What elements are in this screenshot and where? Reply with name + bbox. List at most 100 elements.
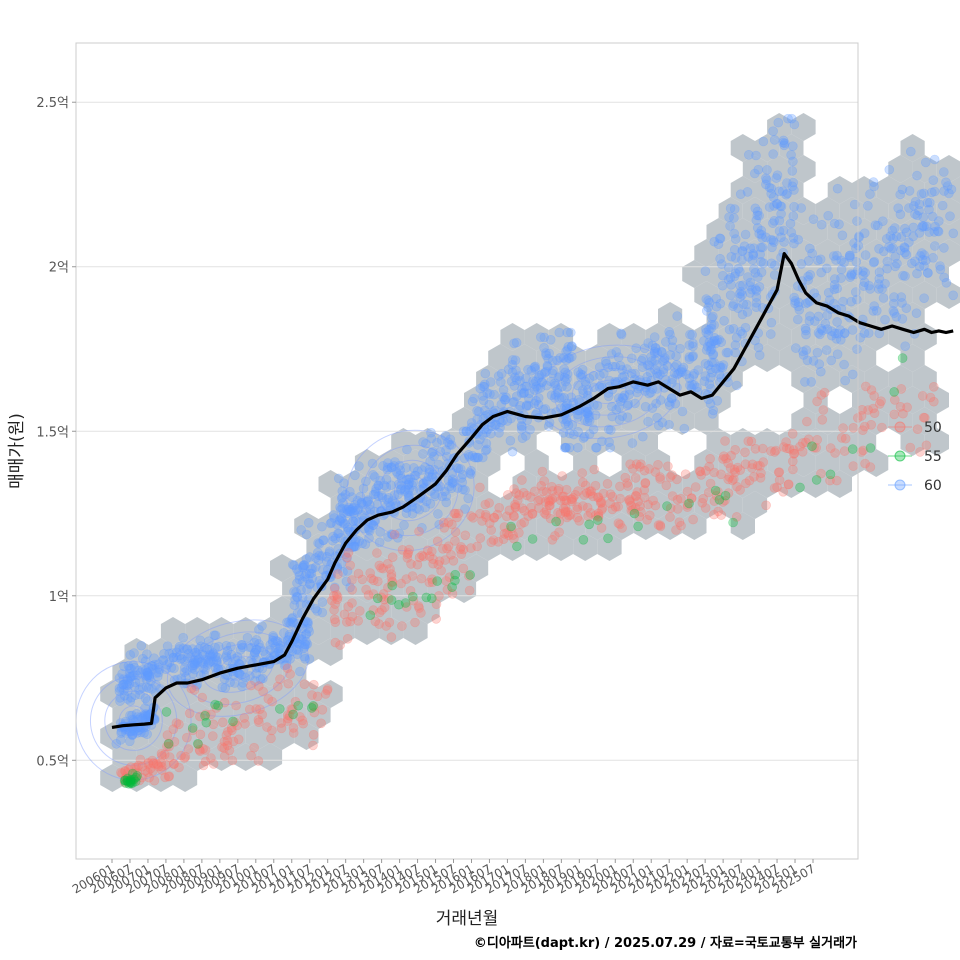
- hexbin-cell: [779, 344, 804, 372]
- point-60: [839, 328, 850, 338]
- point-60: [153, 659, 164, 670]
- point-60: [703, 295, 714, 306]
- point-60: [260, 649, 271, 660]
- point-50: [866, 385, 877, 395]
- point-60: [661, 375, 671, 385]
- point-60: [584, 412, 594, 423]
- point-50: [588, 491, 598, 502]
- point-60: [343, 524, 354, 535]
- point-60: [350, 505, 360, 516]
- point-60: [753, 342, 764, 353]
- point-50: [696, 470, 707, 480]
- point-60: [257, 621, 267, 631]
- point-60: [129, 648, 139, 658]
- point-60: [706, 338, 717, 349]
- point-60: [350, 536, 361, 547]
- hexbin-cell: [342, 470, 367, 498]
- point-50: [501, 511, 512, 522]
- point-55: [210, 699, 220, 710]
- point-50: [761, 500, 771, 511]
- point-50: [194, 744, 205, 755]
- point-60: [423, 471, 434, 482]
- point-60: [664, 326, 675, 337]
- point-60: [649, 348, 660, 359]
- point-60: [491, 419, 501, 430]
- point-60: [153, 667, 164, 678]
- point-55: [889, 387, 900, 397]
- hexbin-cell: [318, 470, 343, 498]
- point-60: [191, 656, 201, 667]
- point-60: [124, 663, 135, 674]
- point-55: [629, 508, 640, 519]
- point-55: [728, 517, 738, 528]
- point-50: [450, 508, 461, 519]
- hexbin-cell: [936, 281, 960, 309]
- point-60: [368, 489, 379, 500]
- point-50: [246, 750, 256, 761]
- point-50: [343, 547, 354, 558]
- point-60: [191, 647, 201, 658]
- point-60: [151, 680, 161, 690]
- point-60: [560, 376, 571, 387]
- point-60: [728, 299, 739, 309]
- point-60: [127, 671, 138, 681]
- hexbin-cell: [233, 701, 258, 729]
- point-60: [296, 631, 307, 642]
- hexbin-cell: [536, 512, 561, 540]
- hexbin-cell: [645, 491, 671, 519]
- point-50: [477, 516, 487, 526]
- point-55: [578, 534, 589, 545]
- point-50: [624, 494, 635, 505]
- point-60: [474, 406, 484, 417]
- point-60: [737, 245, 748, 256]
- point-60: [434, 519, 445, 530]
- point-60: [566, 351, 577, 362]
- point-60: [342, 522, 353, 533]
- point-60: [293, 567, 304, 577]
- point-60: [336, 513, 346, 524]
- point-60: [792, 314, 803, 325]
- point-60: [725, 290, 736, 301]
- point-50: [122, 768, 133, 778]
- point-60: [498, 415, 508, 426]
- point-60: [837, 230, 848, 241]
- point-50: [288, 723, 299, 733]
- point-60: [868, 257, 879, 268]
- point-60: [192, 650, 202, 660]
- point-60: [364, 525, 375, 536]
- point-60: [914, 228, 925, 238]
- point-60: [289, 600, 300, 611]
- point-50: [499, 522, 510, 532]
- point-60: [769, 201, 779, 211]
- point-60: [144, 667, 155, 677]
- point-60: [672, 311, 683, 321]
- point-60: [480, 405, 490, 416]
- point-60: [347, 492, 357, 502]
- point-60: [649, 346, 660, 357]
- point-50: [416, 608, 426, 618]
- point-60: [525, 424, 535, 435]
- point-50: [224, 745, 235, 756]
- hexbin-cell: [476, 533, 501, 561]
- point-60: [403, 479, 414, 490]
- point-50: [287, 704, 298, 715]
- point-60: [734, 288, 745, 299]
- point-50: [195, 746, 205, 756]
- point-60: [254, 639, 264, 649]
- hexbin-cell: [148, 722, 173, 750]
- point-60: [535, 383, 546, 393]
- point-60: [788, 177, 799, 188]
- point-60: [116, 728, 126, 738]
- point-60: [338, 567, 348, 577]
- point-60: [895, 209, 906, 220]
- point-50: [716, 469, 726, 480]
- point-55: [387, 580, 398, 591]
- point-60: [466, 465, 476, 476]
- point-50: [703, 487, 714, 498]
- hexbin-cell: [318, 512, 343, 540]
- point-60: [731, 332, 742, 343]
- hexbin-cell: [124, 638, 149, 666]
- point-60: [314, 550, 325, 561]
- point-50: [368, 605, 379, 615]
- gridlines: [76, 101, 858, 761]
